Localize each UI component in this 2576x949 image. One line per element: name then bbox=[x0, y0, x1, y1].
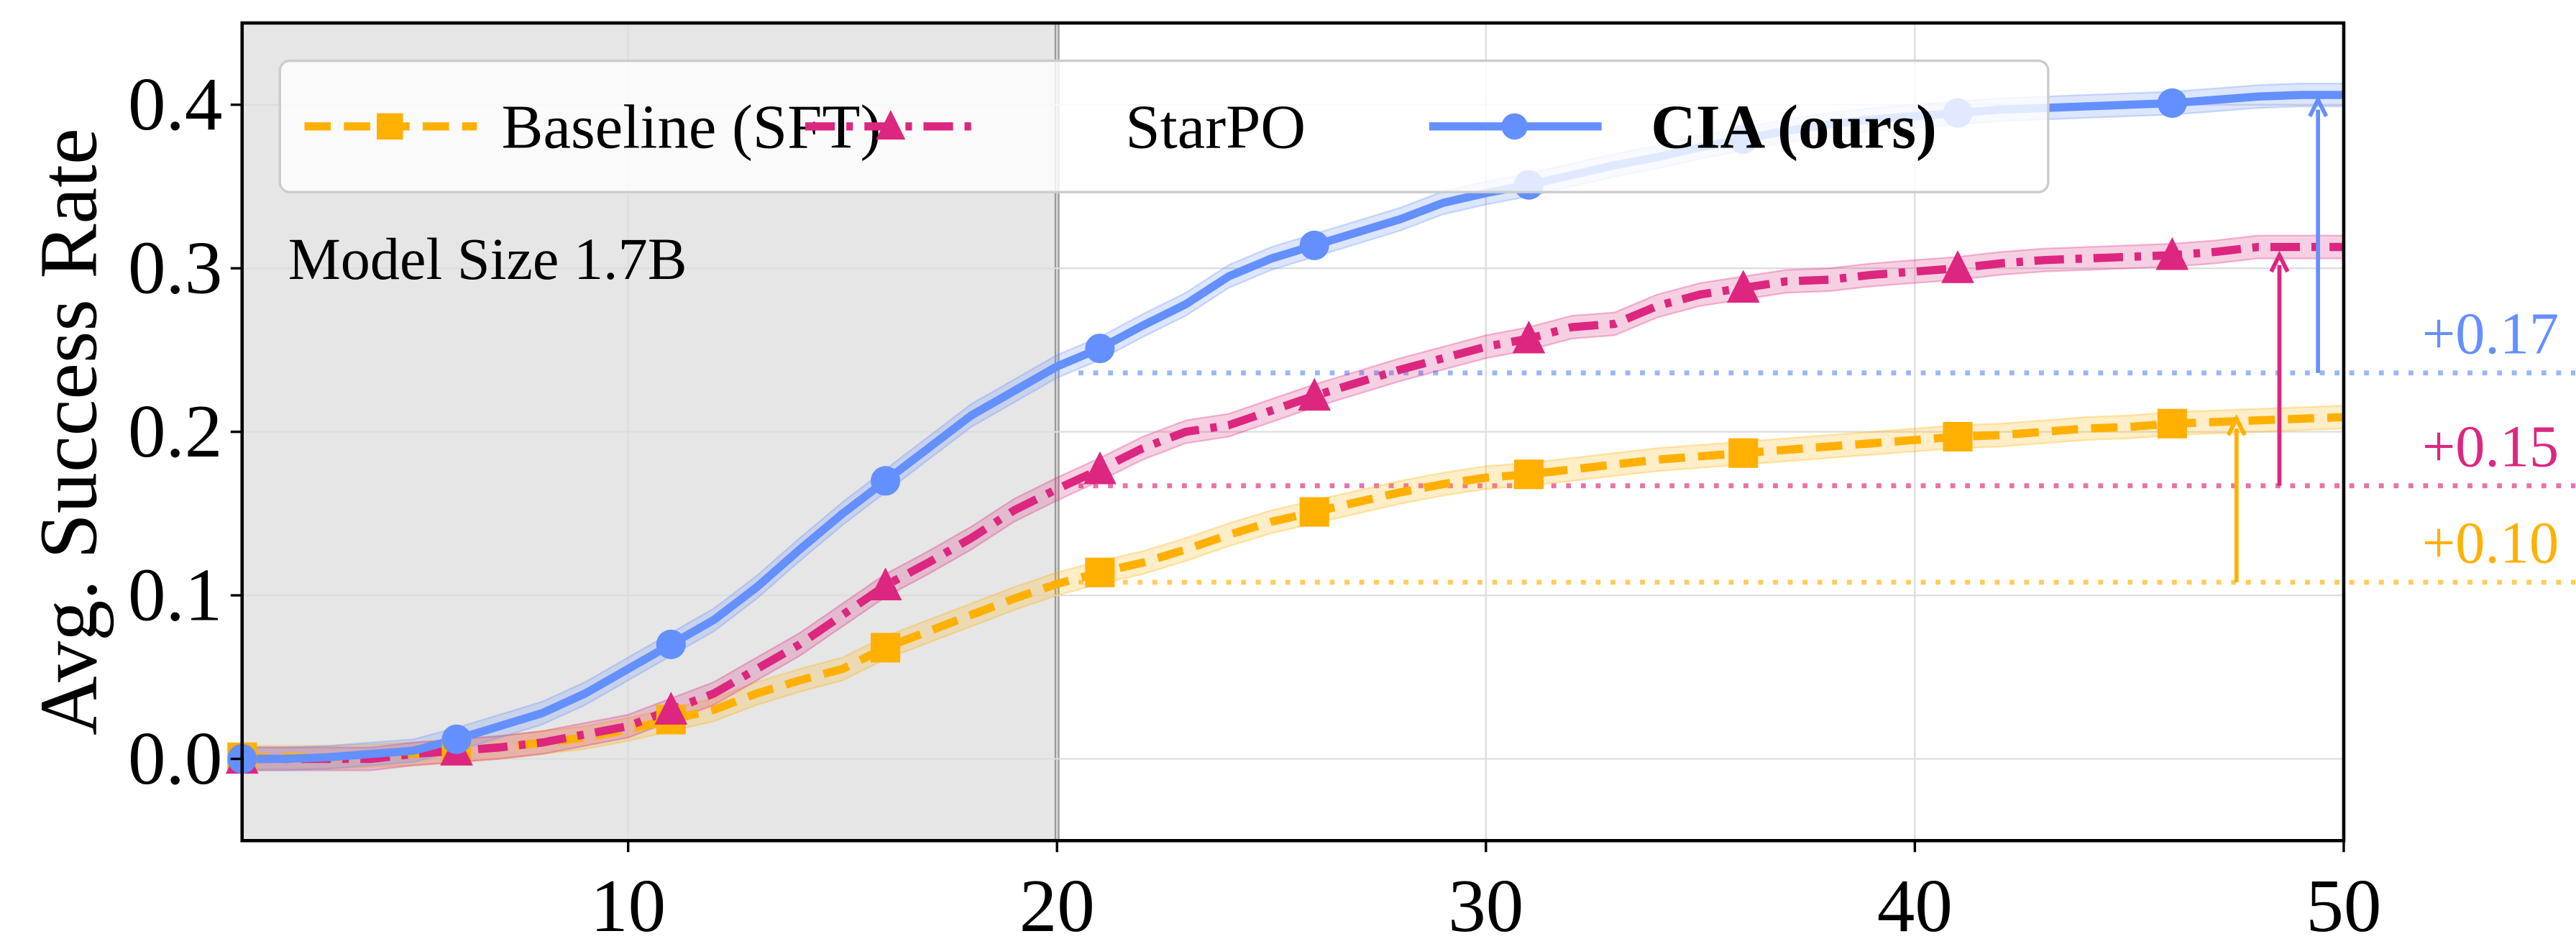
x-tick-label: 30 bbox=[1448, 863, 1523, 948]
baseline-sft-point bbox=[1943, 421, 1973, 452]
starpo-point bbox=[1083, 451, 1117, 485]
starpo-point bbox=[654, 692, 688, 725]
cia-ours-point bbox=[2157, 88, 2187, 118]
cia-ours-point bbox=[441, 724, 472, 754]
starpo-point bbox=[868, 567, 902, 600]
legend-marker-baseline-sft bbox=[377, 113, 403, 140]
improvement-label: +0.10 bbox=[2422, 510, 2559, 575]
improvement-arrowhead bbox=[2308, 95, 2329, 118]
starpo-point bbox=[1941, 250, 1974, 283]
y-axis-label: Avg. Success Rate bbox=[23, 128, 114, 735]
legend-marker-starpo bbox=[876, 110, 906, 140]
baseline-sft-point bbox=[2157, 408, 2187, 439]
legend-marker-cia-ours bbox=[1501, 113, 1528, 140]
x-tick-label: 50 bbox=[2306, 863, 2381, 948]
improvement-arrowhead bbox=[2226, 414, 2247, 436]
starpo-point bbox=[1512, 320, 1546, 354]
y-tick-label: 0.4 bbox=[128, 62, 222, 146]
legend-label-starpo: StarPO bbox=[1125, 93, 1306, 162]
improvement-arrowhead bbox=[2269, 250, 2290, 273]
y-tick-label: 0.3 bbox=[128, 225, 222, 309]
cia-ours-point bbox=[1299, 230, 1329, 260]
x-tick-label: 20 bbox=[1019, 863, 1095, 948]
legend-label-cia-ours: CIA (ours) bbox=[1651, 93, 1937, 162]
starpo-point bbox=[2155, 237, 2189, 270]
baseline-sft-point bbox=[871, 633, 901, 663]
baseline-sft-point bbox=[1728, 438, 1759, 468]
baseline-sft-point bbox=[1513, 459, 1544, 490]
y-tick-label: 0.1 bbox=[128, 552, 222, 636]
legend-box bbox=[278, 59, 2050, 193]
legend: Baseline (SFT) StarPO CIA (ours) bbox=[278, 59, 2050, 193]
cia-ours-point bbox=[656, 629, 686, 659]
model-size-annotation: Model Size 1.7B bbox=[288, 226, 687, 292]
improvement-label: +0.15 bbox=[2422, 413, 2559, 479]
x-tick-label: 10 bbox=[590, 863, 666, 948]
baseline-sft-line bbox=[242, 413, 2344, 761]
improvement-label: +0.17 bbox=[2422, 301, 2559, 366]
cia-ours-point bbox=[1085, 334, 1115, 364]
baseline-sft-point bbox=[1299, 497, 1329, 527]
x-tick-label: 40 bbox=[1877, 863, 1953, 948]
starpo-line bbox=[242, 242, 2344, 764]
y-tick-label: 0.0 bbox=[128, 716, 222, 800]
baseline-sft-point bbox=[1085, 557, 1115, 587]
cia-ours-point bbox=[871, 466, 901, 496]
starpo-point bbox=[1298, 377, 1331, 411]
y-tick-label: 0.2 bbox=[128, 389, 222, 473]
starpo-point bbox=[1726, 270, 1760, 303]
